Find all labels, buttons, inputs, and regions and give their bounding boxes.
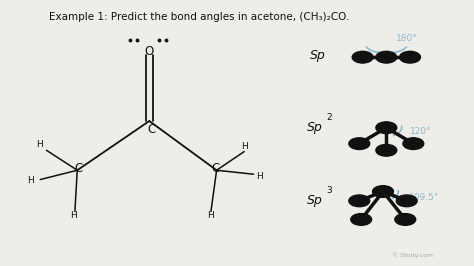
Text: H: H bbox=[241, 142, 247, 151]
Circle shape bbox=[395, 214, 416, 225]
Text: C: C bbox=[74, 163, 83, 175]
Text: H: H bbox=[208, 211, 214, 220]
Circle shape bbox=[349, 195, 370, 207]
Circle shape bbox=[376, 144, 397, 156]
Text: 2: 2 bbox=[327, 113, 332, 122]
Text: 120°: 120° bbox=[410, 127, 432, 136]
Text: O: O bbox=[145, 45, 154, 58]
Circle shape bbox=[403, 138, 424, 149]
Text: H: H bbox=[70, 211, 77, 220]
Circle shape bbox=[376, 51, 397, 63]
Text: 3: 3 bbox=[327, 186, 332, 195]
Text: Sp: Sp bbox=[310, 49, 326, 62]
Circle shape bbox=[376, 122, 397, 134]
Circle shape bbox=[396, 195, 417, 207]
Text: Example 1: Predict the bond angles in acetone, (CH₃)₂CO.: Example 1: Predict the bond angles in ac… bbox=[49, 12, 349, 22]
Circle shape bbox=[400, 51, 420, 63]
Text: 180°: 180° bbox=[396, 34, 418, 43]
Text: H: H bbox=[36, 140, 43, 149]
Text: C: C bbox=[211, 163, 219, 175]
Text: 109.5°: 109.5° bbox=[409, 193, 439, 202]
Circle shape bbox=[349, 138, 370, 149]
Text: © Study.com: © Study.com bbox=[392, 252, 433, 258]
Text: H: H bbox=[256, 172, 263, 181]
Circle shape bbox=[373, 186, 393, 197]
Text: C: C bbox=[147, 123, 156, 135]
Text: Sp: Sp bbox=[307, 194, 323, 207]
Text: Sp: Sp bbox=[307, 121, 323, 134]
Circle shape bbox=[351, 214, 372, 225]
Circle shape bbox=[352, 51, 373, 63]
Text: H: H bbox=[27, 176, 34, 185]
